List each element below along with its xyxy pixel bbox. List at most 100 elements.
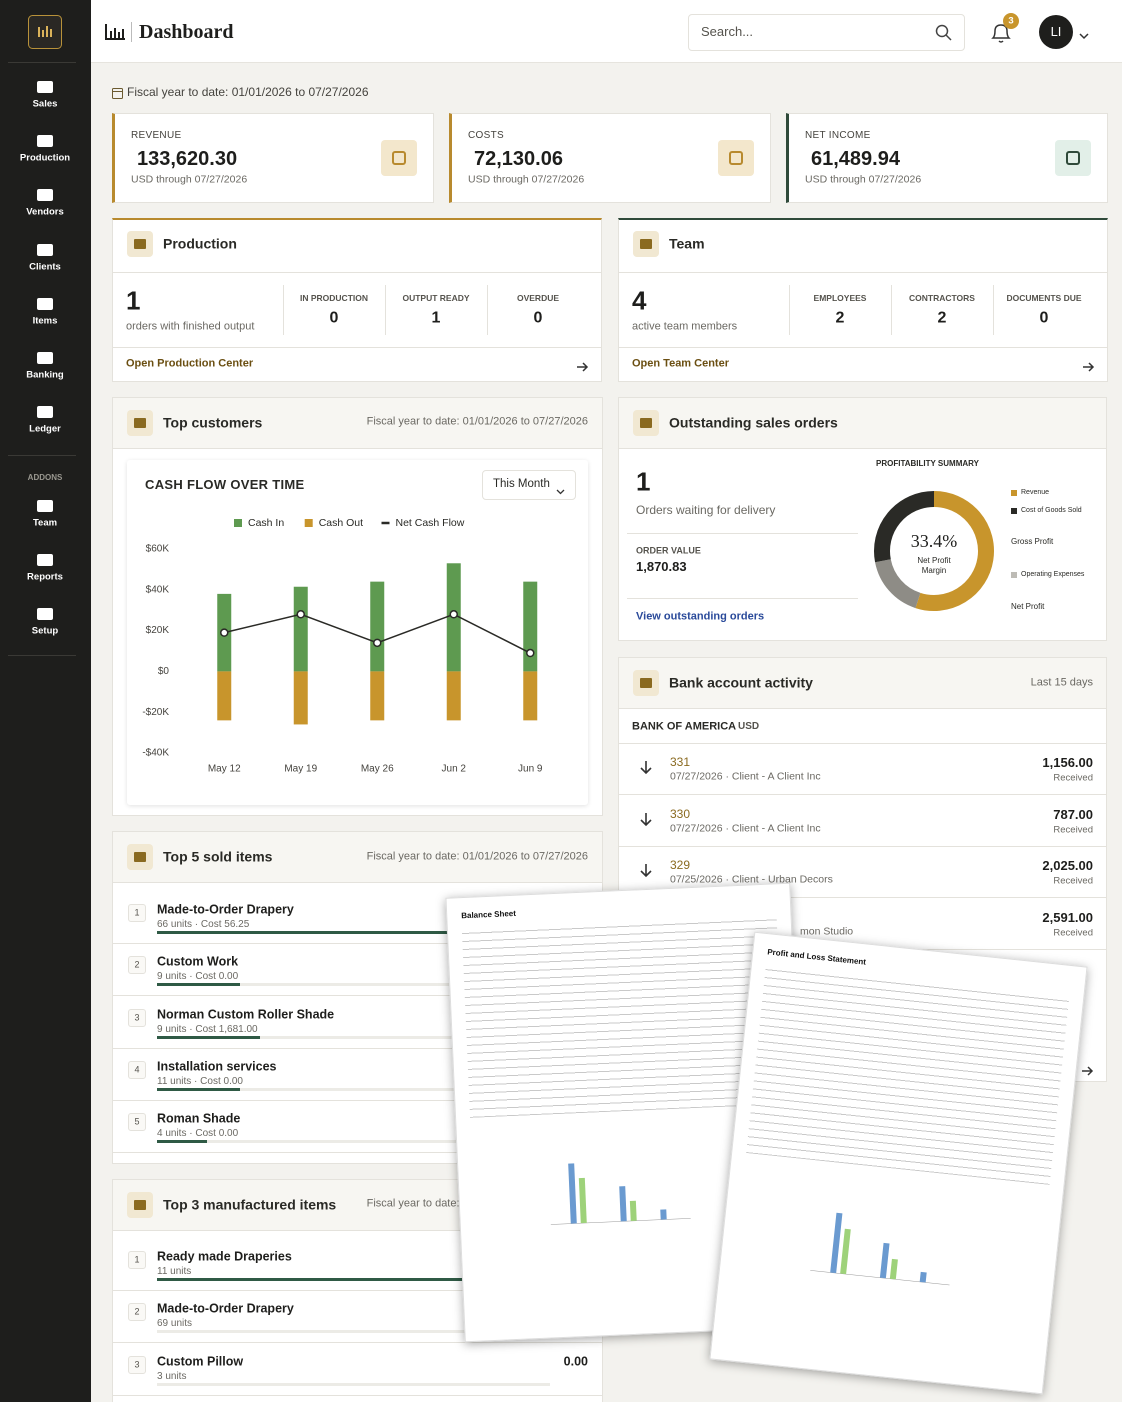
divider <box>112 943 603 944</box>
kpi-note: USD through 07/27/2026 <box>468 173 585 186</box>
donut-segment <box>875 558 921 609</box>
nav-item[interactable]: Sales <box>32 98 58 110</box>
avatar-initials: LI <box>1050 24 1062 40</box>
icon-part <box>640 761 652 775</box>
divider <box>385 285 386 335</box>
progress-bar <box>157 1278 487 1281</box>
kpi-value: 61,489.94 <box>811 148 900 170</box>
kpi-note: USD through 07/27/2026 <box>131 173 248 186</box>
icon-part <box>879 1242 890 1279</box>
rank: 3 <box>134 1359 140 1370</box>
kpi-icon <box>381 140 417 176</box>
search-icon <box>935 24 953 42</box>
icon-part <box>46 26 48 37</box>
rank: 3 <box>134 1012 140 1023</box>
stat-value: 0 <box>533 309 543 327</box>
document-chart <box>799 1190 968 1296</box>
icon-part <box>105 24 125 40</box>
icon-part <box>550 1163 691 1225</box>
icon-part <box>50 29 52 37</box>
divider <box>891 285 892 335</box>
donut-center-value: 33.4% <box>910 531 958 552</box>
legend-label: Cost of Goods Sold <box>1021 506 1082 514</box>
nav-item[interactable]: Team <box>32 517 58 529</box>
rank-badge <box>128 1113 146 1132</box>
legend-swatch <box>1011 508 1017 514</box>
nav-item[interactable]: Ledger <box>29 423 61 435</box>
nav-item[interactable]: Banking <box>26 369 64 381</box>
card-link[interactable]: Open Team Center <box>632 357 729 370</box>
range-select[interactable] <box>482 470 576 500</box>
progress-bar <box>157 1140 207 1144</box>
icon-part <box>945 34 952 41</box>
chart-title: CASH FLOW OVER TIME <box>145 477 305 493</box>
avatar[interactable] <box>1039 15 1073 49</box>
search-placeholder: Search... <box>701 24 754 40</box>
icon-part <box>640 864 652 878</box>
nav-item[interactable]: Items <box>32 315 58 327</box>
card-link[interactable]: View outstanding orders <box>636 610 765 623</box>
icon-part <box>37 608 53 620</box>
order-value-label: ORDER VALUE <box>636 545 701 556</box>
icon-part <box>105 38 125 40</box>
order-value: 1,870.83 <box>636 559 687 575</box>
icon-part <box>633 670 659 696</box>
document-chart <box>537 1138 701 1235</box>
x-tick-label: May 19 <box>284 764 317 775</box>
icon-part <box>37 352 53 364</box>
icon-part <box>840 1228 851 1275</box>
legend-marker <box>304 519 313 527</box>
icon-part <box>718 140 754 176</box>
icon-part <box>629 1200 637 1221</box>
rank: 4 <box>134 1064 140 1075</box>
icon-part <box>577 362 589 372</box>
nav-item[interactable]: Reports <box>27 571 63 583</box>
icon-part <box>935 24 949 38</box>
icon-part <box>619 1186 627 1222</box>
legend-label: Revenue <box>1021 488 1050 496</box>
divider <box>618 897 1107 898</box>
card-icon <box>633 670 659 696</box>
bar <box>370 581 385 672</box>
entry-detail: 07/27/2026 · Client - A Client Inc <box>670 770 821 783</box>
bar <box>523 581 538 672</box>
progress-bar <box>157 1035 260 1039</box>
x-tick-label: May 26 <box>361 764 394 775</box>
icon-part <box>640 812 652 826</box>
rank: 2 <box>134 1306 140 1317</box>
icon-part <box>1055 140 1091 176</box>
icon-part <box>37 81 53 93</box>
entry-id: 329 <box>670 857 691 872</box>
stat-card <box>618 218 1108 382</box>
kpi-card <box>449 113 771 203</box>
icon-part <box>28 15 62 49</box>
nav-icon <box>36 242 54 258</box>
progress-track <box>157 1330 550 1334</box>
card-link[interactable]: Open Production Center <box>126 357 254 370</box>
search-box[interactable] <box>688 14 965 51</box>
legend-swatch <box>1011 490 1017 496</box>
notification-badge <box>1003 13 1019 29</box>
item-name: Made-to-Order Drapery <box>157 1301 294 1316</box>
icon-part <box>640 678 652 688</box>
icon-part <box>37 406 53 419</box>
nav-item[interactable]: Production <box>19 152 71 164</box>
header-logo <box>104 22 126 42</box>
stat-label: OUTPUT READY <box>402 292 470 303</box>
entry-id: 330 <box>670 806 691 821</box>
icon-part <box>633 410 659 436</box>
icon-part <box>122 29 124 38</box>
nav-item[interactable]: Setup <box>31 625 59 637</box>
divider <box>618 845 1107 847</box>
sidebar <box>0 0 91 1402</box>
item-meta: 3 units <box>157 1370 187 1382</box>
icon-part <box>37 608 53 620</box>
nav-icon <box>36 296 54 312</box>
nav-icon <box>36 404 54 420</box>
nav-item[interactable]: Clients <box>29 260 61 272</box>
icon-part <box>392 151 406 165</box>
donut-segment <box>915 491 994 611</box>
nav-item[interactable]: Vendors <box>26 206 64 218</box>
calendar-icon <box>112 86 123 99</box>
